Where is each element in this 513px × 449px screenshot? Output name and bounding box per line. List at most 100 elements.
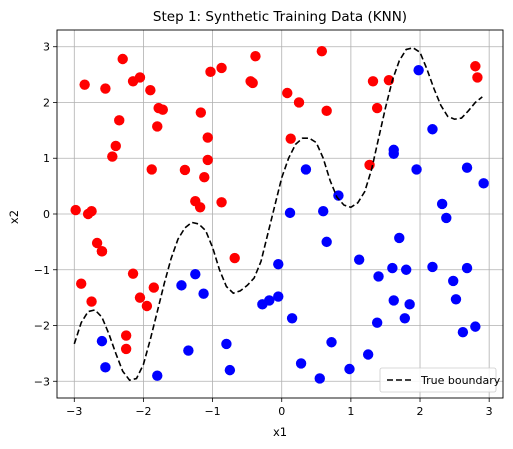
data-point-blue <box>190 269 201 280</box>
data-point-red <box>134 292 146 303</box>
data-point-blue <box>427 261 438 273</box>
grid-lines <box>57 30 503 398</box>
data-point-red <box>86 296 97 307</box>
data-point-red <box>285 133 296 144</box>
data-point-red <box>316 45 328 57</box>
data-point-red <box>79 79 90 90</box>
data-point-blue <box>286 313 298 324</box>
data-point-red <box>120 343 132 355</box>
data-point-red <box>216 197 227 208</box>
data-point-red <box>293 97 305 108</box>
data-point-red <box>145 85 156 96</box>
data-point-red <box>250 51 261 62</box>
data-point-blue <box>399 313 411 324</box>
y-tick-label: −1 <box>34 264 50 277</box>
data-point-blue <box>221 338 232 350</box>
data-point-blue <box>373 271 384 282</box>
data-point-red <box>470 61 481 72</box>
data-point-red <box>152 121 163 132</box>
data-point-blue <box>461 262 473 274</box>
data-point-blue <box>284 207 296 219</box>
data-point-red <box>199 172 210 183</box>
data-point-red <box>202 132 213 143</box>
y-tick-label: 3 <box>43 41 50 54</box>
data-point-red <box>205 66 216 78</box>
data-point-red <box>141 300 153 312</box>
data-point-blue <box>273 258 284 270</box>
data-point-blue <box>96 335 108 347</box>
data-point-red <box>107 151 118 162</box>
series-line-true-boundary <box>73 46 483 382</box>
data-point-blue <box>176 280 187 291</box>
y-tick-label: −3 <box>34 375 50 388</box>
x-axis-label: x1 <box>273 425 287 439</box>
y-tick-label: 0 <box>43 208 50 221</box>
data-point-red <box>202 154 213 166</box>
data-point-blue <box>388 295 399 306</box>
x-tick-label: −2 <box>135 405 151 418</box>
data-point-blue <box>461 162 473 173</box>
data-point-blue <box>441 212 452 224</box>
data-point-red <box>367 76 379 87</box>
data-point-red <box>148 282 160 293</box>
data-point-red <box>179 164 191 176</box>
data-point-blue <box>387 262 398 274</box>
data-point-red <box>110 140 121 152</box>
data-point-blue <box>314 373 325 384</box>
data-point-red <box>229 252 240 264</box>
data-point-blue <box>321 236 332 248</box>
data-point-red <box>194 202 206 213</box>
chart-title: Step 1: Synthetic Training Data (KNN) <box>153 9 407 25</box>
data-point-red <box>321 105 332 117</box>
data-point-red <box>282 87 293 99</box>
data-point-blue <box>413 64 424 76</box>
x-tick-label: −1 <box>204 405 220 418</box>
data-point-blue <box>394 232 405 244</box>
x-tick-label: 1 <box>347 405 354 418</box>
data-point-red <box>91 237 103 249</box>
data-point-blue <box>388 148 399 159</box>
data-point-red <box>146 164 157 175</box>
data-point-blue <box>478 178 489 189</box>
data-point-blue <box>470 321 481 332</box>
legend: True boundary <box>379 367 501 393</box>
data-point-blue <box>318 206 329 217</box>
data-point-blue <box>400 264 412 275</box>
data-point-red <box>371 102 383 114</box>
data-point-red <box>127 268 139 279</box>
data-point-blue <box>344 363 355 375</box>
data-point-blue <box>326 337 337 348</box>
data-point-blue <box>100 362 111 373</box>
data-point-blue <box>273 291 284 302</box>
data-point-red <box>86 206 97 217</box>
data-point-blue <box>224 364 236 376</box>
data-point-red <box>247 77 258 89</box>
data-point-red <box>157 104 168 115</box>
data-point-blue <box>333 190 344 201</box>
legend-box <box>379 367 497 393</box>
data-point-red <box>70 204 81 216</box>
x-tick-label: 3 <box>486 405 493 418</box>
data-point-red <box>472 72 483 83</box>
data-point-blue <box>404 299 415 310</box>
x-tick-label: 0 <box>278 405 285 418</box>
data-point-blue <box>198 288 209 299</box>
data-point-red <box>100 83 111 94</box>
data-point-red <box>195 107 207 118</box>
x-tick-label: 2 <box>417 405 424 418</box>
y-tick-label: −2 <box>34 320 50 333</box>
data-point-red <box>114 115 125 126</box>
data-point-blue <box>152 370 163 381</box>
data-point-red <box>216 62 227 74</box>
data-points <box>70 45 489 384</box>
data-point-blue <box>427 124 438 135</box>
data-point-blue <box>183 345 194 356</box>
axis-ticks: −3 −2 −1 0 1 2 3 −3 −2 −1 0 1 2 3 <box>34 41 493 418</box>
data-point-red <box>134 72 146 83</box>
data-point-red <box>76 278 87 289</box>
data-point-red <box>120 330 132 341</box>
data-point-blue <box>362 349 374 360</box>
x-tick-label: −3 <box>66 405 82 418</box>
data-point-blue <box>457 327 469 338</box>
